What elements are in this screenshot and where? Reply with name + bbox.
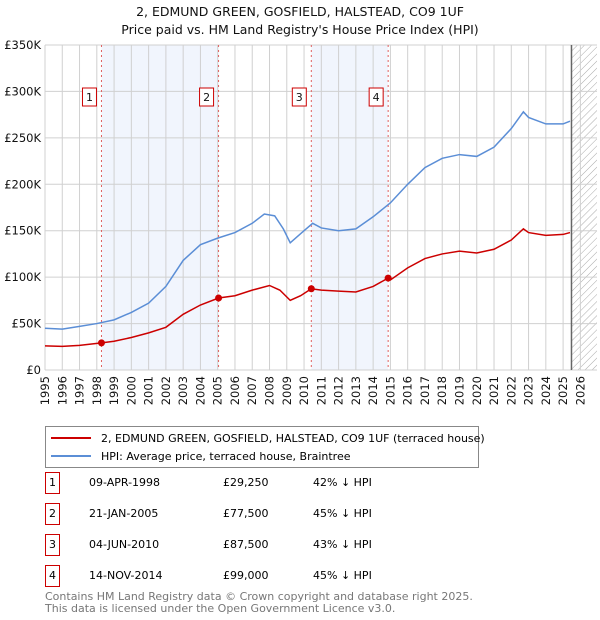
x-tick-label: 2006 bbox=[228, 376, 242, 405]
sale-hpi-diff: 45% ↓ HPI bbox=[313, 569, 372, 582]
sale-date: 14-NOV-2014 bbox=[89, 569, 163, 582]
y-tick-label: £0 bbox=[26, 363, 41, 377]
sale-label-box bbox=[199, 87, 215, 107]
footer-line-1: Contains HM Land Registry data © Crown c… bbox=[45, 590, 473, 603]
plot-area: 1995 1996 1997 1998 1999 2000 2001 2002 2003 2004… bbox=[4, 38, 597, 405]
x-tick-label: 2009 bbox=[280, 376, 294, 405]
x-tick-label: 2021 bbox=[487, 376, 501, 405]
legend-swatch-price bbox=[51, 437, 91, 439]
forecast-divider bbox=[570, 45, 573, 370]
y-tick-label: £150K bbox=[4, 224, 41, 238]
x-tick-label: 2024 bbox=[539, 376, 553, 405]
sale-label-box bbox=[368, 87, 384, 107]
footer: Contains HM Land Registry data © Crown c… bbox=[45, 591, 473, 615]
sale-row: 2 21-JAN-2005 £77,500 45% ↓ HPI bbox=[45, 503, 465, 525]
sale-row: 4 14-NOV-2014 £99,000 45% ↓ HPI bbox=[45, 565, 465, 587]
sale-row: 3 04-JUN-2010 £87,500 43% ↓ HPI bbox=[45, 534, 465, 556]
x-tick-label: 1995 bbox=[38, 376, 52, 405]
y-tick-label: £300K bbox=[4, 84, 41, 98]
x-tick-label: 1998 bbox=[90, 376, 104, 405]
legend-swatch-hpi bbox=[51, 455, 91, 457]
sale-label-box bbox=[291, 87, 307, 107]
x-tick-label: 2017 bbox=[418, 376, 432, 405]
x-tick-label: 2026 bbox=[573, 376, 587, 405]
sale-price: £29,250 bbox=[223, 476, 269, 489]
forecast-hatch bbox=[571, 45, 597, 370]
chart-subtitle: Price paid vs. HM Land Registry's House … bbox=[121, 22, 479, 37]
sale-row: 1 09-APR-1998 £29,250 42% ↓ HPI bbox=[45, 472, 465, 494]
x-tick-label: 2010 bbox=[297, 376, 311, 405]
x-tick-label: 2007 bbox=[245, 376, 259, 405]
sale-label: 4 bbox=[373, 91, 380, 104]
price-paid-line bbox=[44, 227, 571, 348]
x-tick-label: 2025 bbox=[556, 376, 570, 405]
x-tick-label: 2013 bbox=[349, 376, 363, 405]
x-tick-label: 2022 bbox=[504, 376, 518, 405]
sale-point bbox=[215, 294, 223, 302]
x-tick-label: 1997 bbox=[73, 376, 87, 405]
x-tick-label: 2016 bbox=[401, 376, 415, 405]
y-tick-label: £100K bbox=[4, 270, 41, 284]
sale-hpi-diff: 45% ↓ HPI bbox=[313, 507, 372, 520]
y-tick-label: £50K bbox=[12, 317, 42, 331]
sale-number: 2 bbox=[45, 503, 60, 525]
sale-number: 4 bbox=[45, 565, 60, 587]
x-tick-label: 2015 bbox=[383, 376, 397, 405]
legend: 2, EDMUND GREEN, GOSFIELD, HALSTEAD, CO9… bbox=[45, 426, 485, 468]
x-tick-label: 2019 bbox=[452, 376, 466, 405]
sale-number: 3 bbox=[45, 534, 60, 556]
x-tick-label: 2001 bbox=[142, 376, 156, 405]
legend-label-hpi: HPI: Average price, terraced house, Brai… bbox=[101, 449, 351, 463]
sale-point bbox=[307, 285, 315, 293]
shaded-period bbox=[101, 45, 219, 370]
x-tick-label: 2018 bbox=[435, 376, 449, 405]
y-tick-label: £200K bbox=[4, 177, 41, 191]
x-tick-label: 1999 bbox=[107, 376, 121, 405]
y-tick-label: £250K bbox=[4, 131, 41, 145]
sale-date: 21-JAN-2005 bbox=[89, 507, 159, 520]
sale-point bbox=[97, 339, 105, 347]
legend-label-price: 2, EDMUND GREEN, GOSFIELD, HALSTEAD, CO9… bbox=[101, 431, 485, 445]
sale-price: £87,500 bbox=[223, 538, 269, 551]
sale-number: 1 bbox=[45, 472, 60, 494]
sale-label: 3 bbox=[296, 91, 303, 104]
x-tick-label: 2000 bbox=[124, 376, 138, 405]
sale-date: 04-JUN-2010 bbox=[89, 538, 160, 551]
sale-point bbox=[384, 274, 392, 282]
x-tick-label: 2005 bbox=[211, 376, 225, 405]
sale-label: 1 bbox=[86, 91, 93, 104]
sale-hpi-diff: 43% ↓ HPI bbox=[313, 538, 372, 551]
sale-hpi-diff: 42% ↓ HPI bbox=[313, 476, 372, 489]
x-tick-label: 2011 bbox=[314, 376, 328, 405]
x-tick-label: 2014 bbox=[366, 376, 380, 405]
sale-price: £77,500 bbox=[223, 507, 269, 520]
hpi-line bbox=[44, 110, 571, 330]
footer-line-2: This data is licensed under the Open Gov… bbox=[45, 602, 396, 615]
x-tick-label: 2002 bbox=[159, 376, 173, 405]
x-tick-label: 2023 bbox=[522, 376, 536, 405]
x-tick-label: 2008 bbox=[263, 376, 277, 405]
chart-title: 2, EDMUND GREEN, GOSFIELD, HALSTEAD, CO9… bbox=[136, 4, 464, 19]
sale-price: £99,000 bbox=[223, 569, 269, 582]
sale-date: 09-APR-1998 bbox=[89, 476, 161, 489]
x-tick-label: 1996 bbox=[55, 376, 69, 405]
x-tick-label: 2020 bbox=[470, 376, 484, 405]
y-tick-label: £350K bbox=[4, 38, 41, 52]
sale-label-box bbox=[81, 87, 97, 107]
sale-label: 2 bbox=[203, 91, 210, 104]
x-tick-label: 2003 bbox=[176, 376, 190, 405]
x-tick-label: 2004 bbox=[193, 376, 207, 405]
x-tick-label: 2012 bbox=[332, 376, 346, 405]
